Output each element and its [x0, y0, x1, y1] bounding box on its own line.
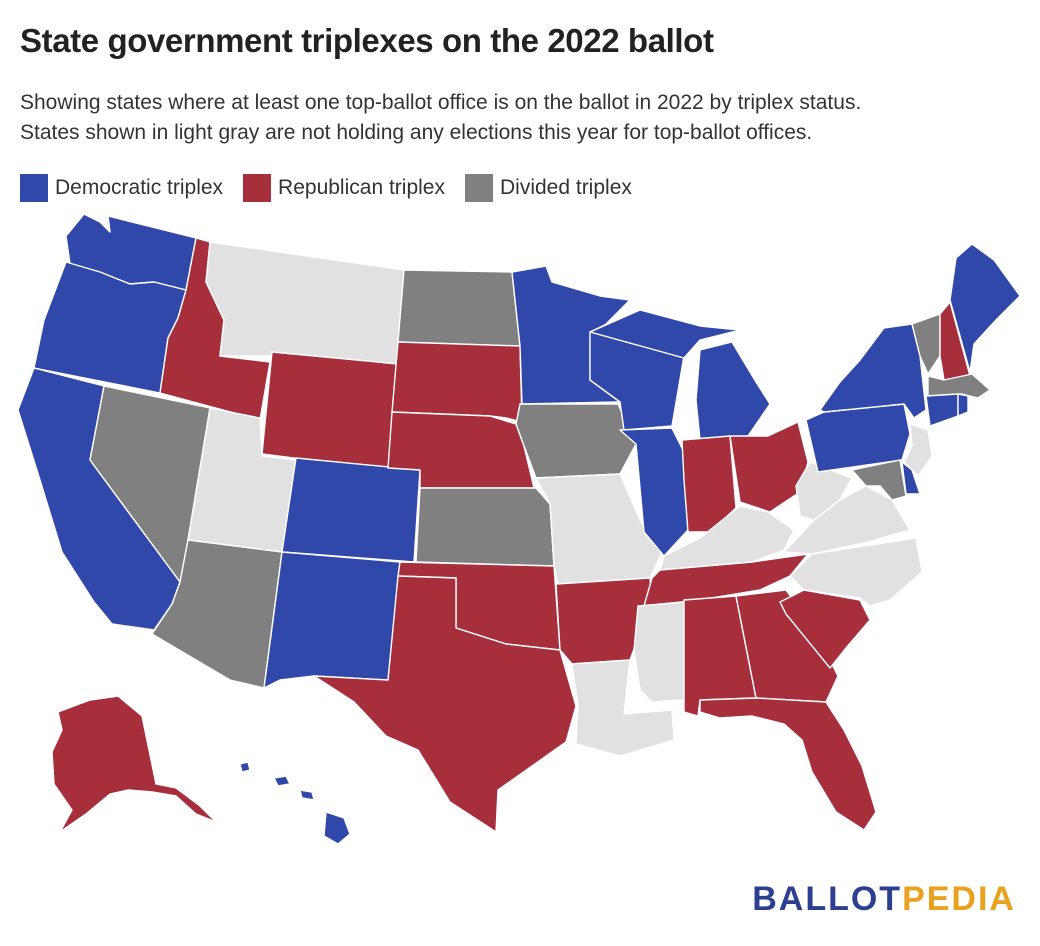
legend-swatch-divided: [464, 174, 493, 202]
state-ia[interactable]: [515, 403, 637, 479]
legend-label-divided: Divided triplex: [499, 176, 632, 199]
subtitle-line-1: Showing states where at least one top-ba…: [20, 91, 862, 114]
state-ri[interactable]: [957, 393, 969, 417]
state-nm[interactable]: [263, 551, 401, 689]
state-wv[interactable]: [795, 461, 853, 521]
state-ak[interactable]: [51, 695, 217, 833]
subtitle-line-2: States shown in light gray are not holdi…: [20, 121, 813, 144]
state-sd[interactable]: [391, 341, 523, 423]
state-tx[interactable]: [313, 575, 577, 833]
state-mi[interactable]: [589, 309, 771, 441]
legend-label-democratic: Democratic triplex: [55, 176, 224, 199]
subtitle: Showing states where at least one top-ba…: [20, 88, 1020, 148]
states-layer: [17, 213, 1021, 845]
ballotpedia-logo: BALLOTPEDIA: [752, 880, 1016, 919]
state-nj[interactable]: [903, 423, 933, 477]
state-md[interactable]: [851, 459, 907, 501]
state-nd[interactable]: [397, 269, 521, 347]
page-title: State government triplexes on the 2022 b…: [20, 22, 714, 59]
state-fl[interactable]: [699, 697, 877, 831]
legend-item-republican: Republican triplex: [243, 174, 445, 202]
state-wy[interactable]: [261, 351, 399, 471]
logo-part-2: PEDIA: [902, 880, 1016, 918]
state-ms[interactable]: [633, 601, 685, 703]
state-mt[interactable]: [205, 241, 405, 365]
state-de[interactable]: [901, 461, 921, 495]
legend-item-divided: Divided triplex: [464, 174, 632, 202]
state-me[interactable]: [949, 243, 1021, 373]
state-ny[interactable]: [819, 323, 927, 419]
legend-label-republican: Republican triplex: [278, 176, 445, 199]
logo-part-1: BALLOT: [752, 880, 903, 918]
legend-swatch-democratic: [20, 174, 48, 202]
state-ks[interactable]: [415, 487, 555, 567]
state-il[interactable]: [619, 427, 689, 557]
state-hi[interactable]: [239, 761, 351, 845]
legend-item-democratic: Democratic triplex: [20, 174, 223, 202]
state-oh[interactable]: [729, 421, 809, 513]
state-vt[interactable]: [911, 313, 941, 375]
state-co[interactable]: [281, 457, 421, 563]
state-nc[interactable]: [789, 537, 923, 607]
legend-swatch-republican: [243, 174, 272, 202]
state-la[interactable]: [571, 659, 675, 757]
legend: Democratic triplex Republican triplex Di…: [20, 174, 652, 202]
state-ct[interactable]: [925, 393, 959, 427]
